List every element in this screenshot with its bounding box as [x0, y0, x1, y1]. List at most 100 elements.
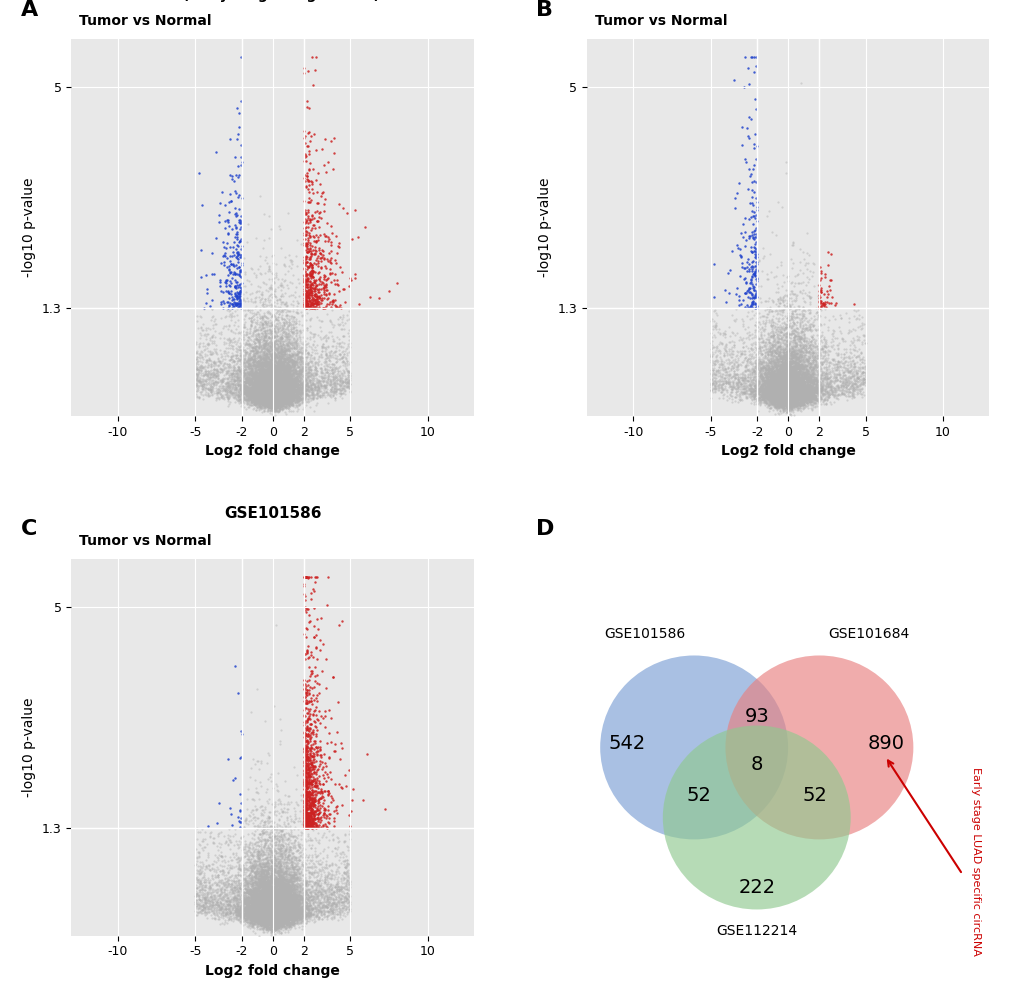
Point [765, 394, 782, 410]
Point [275, 378, 291, 394]
Point [273, 364, 289, 380]
Point [784, 322, 800, 338]
Point [298, 807, 314, 822]
Point [296, 268, 312, 284]
Point [273, 907, 289, 923]
Point [783, 388, 799, 404]
Point [276, 879, 292, 894]
Point [200, 900, 216, 916]
Point [269, 897, 285, 913]
Point [247, 907, 263, 923]
Point [234, 864, 251, 880]
Point [254, 920, 270, 936]
Point [248, 906, 264, 922]
Point [273, 867, 289, 883]
Point [794, 386, 810, 402]
Point [767, 371, 784, 387]
Point [790, 389, 806, 405]
Point [274, 357, 290, 372]
Point [291, 907, 308, 923]
Point [267, 888, 283, 904]
Point [780, 367, 796, 383]
Point [277, 895, 293, 911]
Point [262, 887, 278, 903]
Point [792, 391, 808, 407]
Point [789, 390, 805, 406]
Point [228, 387, 245, 403]
Point [775, 392, 792, 408]
Point [252, 883, 268, 898]
Point [272, 369, 288, 385]
Point [299, 296, 315, 312]
Point [792, 369, 808, 385]
Point [790, 386, 806, 402]
Point [233, 374, 250, 390]
Point [224, 243, 240, 259]
Point [248, 886, 264, 902]
Point [229, 373, 246, 389]
Point [276, 374, 292, 390]
Point [745, 294, 761, 309]
Point [278, 392, 294, 408]
Point [250, 897, 266, 913]
Point [234, 373, 251, 389]
Point [744, 374, 760, 390]
Point [234, 906, 251, 922]
Point [785, 378, 801, 394]
Point [798, 388, 814, 404]
Point [269, 377, 285, 393]
Point [240, 374, 257, 390]
Point [768, 377, 785, 393]
Point [251, 893, 267, 909]
Point [795, 397, 811, 413]
Point [781, 359, 797, 374]
Point [260, 384, 276, 400]
Point [258, 905, 274, 921]
Point [804, 345, 820, 361]
Point [810, 277, 826, 293]
Point [280, 392, 297, 408]
Point [256, 394, 272, 410]
Point [288, 390, 305, 406]
Point [782, 393, 798, 409]
Point [270, 916, 286, 932]
Point [250, 378, 266, 394]
Point [275, 914, 291, 930]
Point [755, 386, 771, 402]
Point [243, 317, 259, 333]
Point [784, 397, 800, 413]
Point [251, 911, 267, 927]
Point [263, 861, 279, 877]
Point [263, 884, 279, 899]
Point [266, 901, 282, 917]
Point [248, 371, 264, 387]
Point [232, 262, 249, 278]
Point [288, 357, 305, 372]
Point [275, 909, 291, 925]
Point [283, 876, 300, 891]
Point [268, 877, 284, 892]
Point [800, 339, 816, 355]
Point [747, 373, 763, 389]
Point [271, 903, 287, 919]
Point [782, 328, 798, 344]
Point [262, 398, 278, 414]
Point [266, 914, 282, 930]
Point [338, 371, 355, 387]
Point [853, 352, 869, 367]
Point [265, 382, 281, 398]
Point [239, 883, 256, 898]
Point [254, 875, 270, 890]
Point [710, 380, 727, 396]
Point [832, 353, 848, 368]
Point [257, 378, 273, 394]
Point [828, 337, 845, 353]
Point [277, 312, 293, 328]
Point [319, 372, 335, 388]
Point [755, 387, 771, 403]
Point [273, 882, 289, 897]
Point [806, 387, 822, 403]
Point [790, 357, 806, 372]
Point [707, 349, 723, 364]
Point [329, 362, 345, 378]
